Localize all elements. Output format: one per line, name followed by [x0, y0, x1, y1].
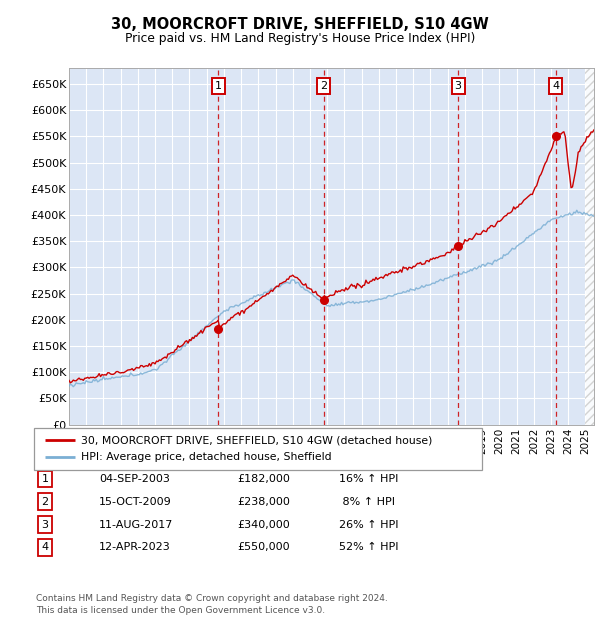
Text: 3: 3: [455, 81, 461, 91]
Text: 4: 4: [552, 81, 559, 91]
Text: 1: 1: [215, 81, 222, 91]
Text: 2: 2: [41, 497, 49, 507]
Text: 2: 2: [320, 81, 327, 91]
Text: £182,000: £182,000: [237, 474, 290, 484]
Text: 52% ↑ HPI: 52% ↑ HPI: [339, 542, 398, 552]
Text: 3: 3: [41, 520, 49, 529]
Text: 11-AUG-2017: 11-AUG-2017: [99, 520, 173, 529]
Text: Contains HM Land Registry data © Crown copyright and database right 2024.
This d: Contains HM Land Registry data © Crown c…: [36, 594, 388, 615]
Text: HPI: Average price, detached house, Sheffield: HPI: Average price, detached house, Shef…: [81, 453, 332, 463]
Text: £238,000: £238,000: [237, 497, 290, 507]
Text: 30, MOORCROFT DRIVE, SHEFFIELD, S10 4GW (detached house): 30, MOORCROFT DRIVE, SHEFFIELD, S10 4GW …: [81, 435, 433, 445]
Text: 16% ↑ HPI: 16% ↑ HPI: [339, 474, 398, 484]
Text: 8% ↑ HPI: 8% ↑ HPI: [339, 497, 395, 507]
Text: 30, MOORCROFT DRIVE, SHEFFIELD, S10 4GW: 30, MOORCROFT DRIVE, SHEFFIELD, S10 4GW: [111, 17, 489, 32]
Text: 15-OCT-2009: 15-OCT-2009: [99, 497, 172, 507]
Text: 04-SEP-2003: 04-SEP-2003: [99, 474, 170, 484]
Text: 12-APR-2023: 12-APR-2023: [99, 542, 171, 552]
Text: 26% ↑ HPI: 26% ↑ HPI: [339, 520, 398, 529]
Text: 4: 4: [41, 542, 49, 552]
Text: 1: 1: [41, 474, 49, 484]
Text: Price paid vs. HM Land Registry's House Price Index (HPI): Price paid vs. HM Land Registry's House …: [125, 32, 475, 45]
Text: £550,000: £550,000: [237, 542, 290, 552]
Text: £340,000: £340,000: [237, 520, 290, 529]
